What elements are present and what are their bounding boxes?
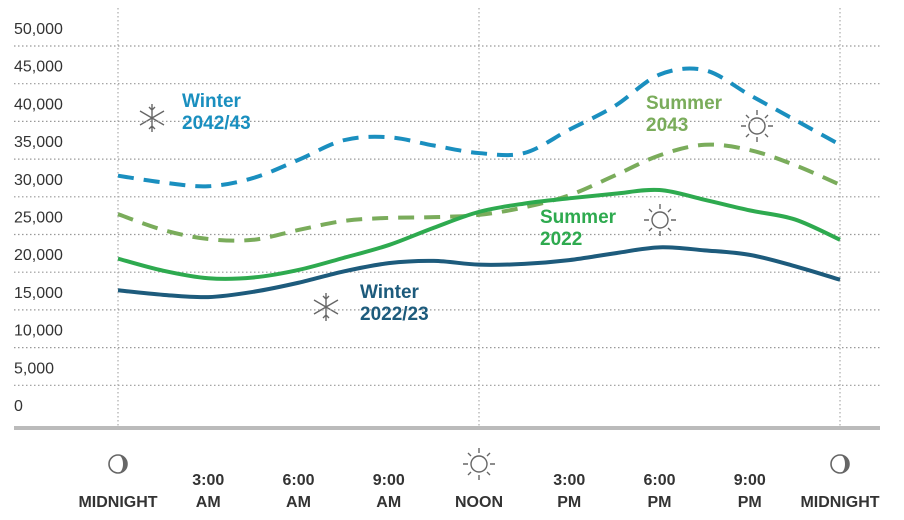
y-tick-label: 45,000 (14, 59, 63, 76)
snowflake-icon (313, 293, 339, 321)
series-label: Winter 2022/23 (360, 282, 429, 325)
x-tick-label: MIDNIGHT (800, 494, 880, 511)
y-tick-label: 5,000 (14, 360, 54, 377)
y-tick-label: 10,000 (14, 323, 63, 340)
y-tick-label: 0 (14, 398, 23, 415)
sun-icon (741, 110, 773, 142)
x-tick-label: 9:00 PM (733, 472, 766, 511)
y-tick-label: 15,000 (14, 285, 63, 302)
y-tick-label: 35,000 (14, 134, 63, 151)
series-line (117, 66, 841, 189)
series-line (117, 245, 841, 300)
x-tick-label: NOON (455, 494, 503, 511)
snowflake-icon (139, 104, 165, 132)
x-tick-label: 6:00 AM (282, 472, 315, 511)
series-label: Summer 2043 (646, 93, 723, 136)
series-line (117, 142, 841, 243)
y-tick-label: 50,000 (14, 21, 63, 38)
series-line (117, 187, 841, 281)
x-tick-label: 9:00 AM (372, 472, 405, 511)
x-tick-label: 3:00 AM (192, 472, 225, 511)
sun-icon (463, 448, 495, 480)
y-tick-label: 30,000 (14, 172, 63, 189)
x-tick-label: 3:00 PM (553, 472, 586, 511)
y-tick-label: 25,000 (14, 210, 63, 227)
moon-shade (840, 455, 849, 473)
moon-icon (108, 454, 128, 474)
moon-icon (830, 454, 850, 474)
x-tick-label: MIDNIGHT (78, 494, 158, 511)
y-tick-label: 40,000 (14, 96, 63, 113)
y-tick-label: 20,000 (14, 247, 63, 264)
x-tick-label: 6:00 PM (643, 472, 676, 511)
series-label: Summer 2022 (540, 207, 617, 250)
sun-icon (644, 204, 676, 236)
series-label: Winter 2042/43 (182, 91, 251, 134)
moon-shade (118, 455, 127, 473)
